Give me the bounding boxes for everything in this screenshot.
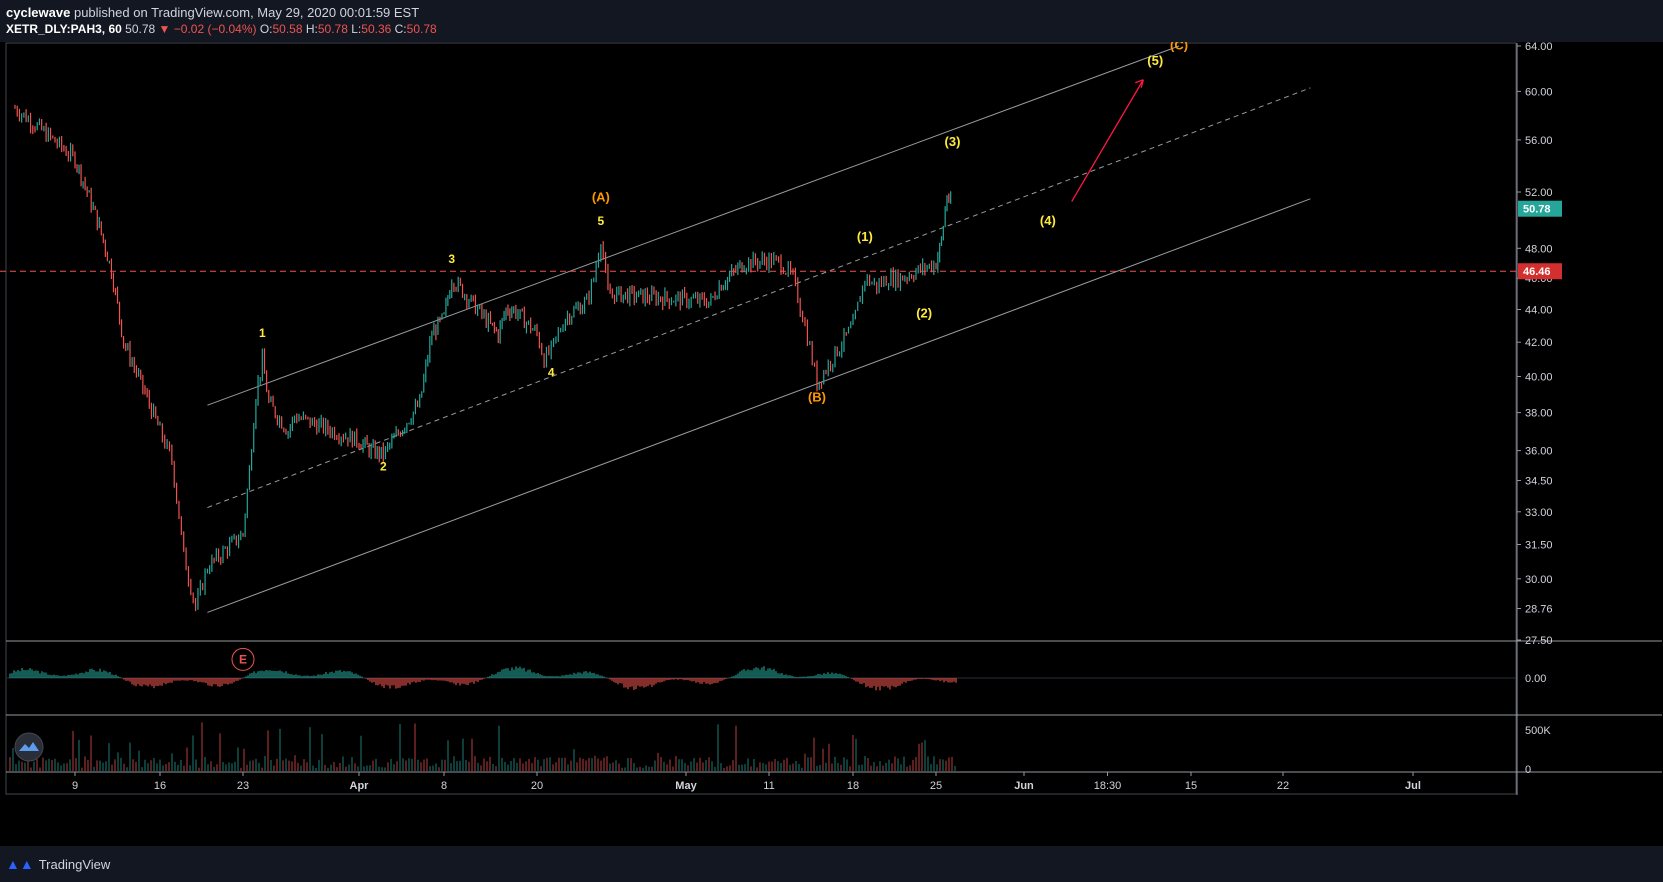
wave-label: 5 xyxy=(598,214,605,228)
time-tick-label: Jul xyxy=(1405,780,1421,792)
wave-label: (B) xyxy=(808,390,826,405)
author-name[interactable]: cyclewave xyxy=(6,5,71,20)
time-tick-label: 15 xyxy=(1185,780,1197,792)
wave-label: 1 xyxy=(259,326,266,340)
wave-label: 2 xyxy=(380,459,387,473)
last-price: 50.78 xyxy=(125,22,156,36)
time-tick-label: 16 xyxy=(154,780,166,792)
level-price-tag: 46.46 xyxy=(1523,266,1551,278)
price-tick-label: 34.50 xyxy=(1525,476,1553,488)
price-tick-label: 30.00 xyxy=(1525,574,1553,586)
time-tick-label: 25 xyxy=(930,780,942,792)
wave-label: E xyxy=(239,652,247,666)
channel-lower-line xyxy=(207,198,1311,613)
price-tick-label: 33.00 xyxy=(1525,507,1553,519)
time-tick-label: Apr xyxy=(350,780,370,792)
channel-median-line xyxy=(207,87,1311,509)
price-change: ▼ −0.02 (−0.04%) xyxy=(158,22,257,36)
open-label: O: xyxy=(259,22,273,36)
price-tick-label: 28.76 xyxy=(1525,603,1553,615)
price-tick-label: 48.00 xyxy=(1525,243,1553,255)
time-tick-label: 23 xyxy=(237,780,249,792)
level-price-tag-bg xyxy=(1518,263,1562,280)
publish-line: cyclewave published on TradingView.com, … xyxy=(6,5,419,20)
high-value: 50.78 xyxy=(317,22,348,36)
wave-label: (C) xyxy=(1170,42,1188,52)
price-tick-label: 64.00 xyxy=(1525,42,1553,53)
low-value: 50.36 xyxy=(361,22,392,36)
wave-label: (A) xyxy=(592,190,610,205)
footer: ▲▲ TradingView xyxy=(0,846,1663,882)
tradingview-watermark-icon[interactable] xyxy=(14,732,44,762)
brand-label: TradingView xyxy=(38,856,111,872)
volume-tick-label: 500K xyxy=(1525,725,1551,737)
volume-tick-label: 0 xyxy=(1525,764,1531,776)
time-tick-label: May xyxy=(675,780,697,792)
time-tick-label: 8 xyxy=(441,780,447,792)
price-tick-label: 38.00 xyxy=(1525,408,1553,420)
wave-label-circle xyxy=(231,647,255,671)
price-tick-label: 52.00 xyxy=(1525,187,1553,199)
low-label: L: xyxy=(351,22,362,36)
price-tick-label: 27.50 xyxy=(1525,635,1553,647)
time-tick-label: 18 xyxy=(847,780,859,792)
oscillator-tick-label: 0.00 xyxy=(1525,673,1546,685)
chart-area[interactable]: E 1 2 3 4 5 (A) (B) (1) (2) (3) (4) (5) (C) 0.00 500K… xyxy=(0,37,1663,846)
price-tick-label: 42.00 xyxy=(1525,337,1553,349)
high-label: H: xyxy=(305,22,318,36)
wave-label: 3 xyxy=(448,252,455,266)
time-tick-label: 9 xyxy=(72,780,78,792)
chart-header: cyclewave published on TradingView.com, … xyxy=(0,0,1663,42)
wave-label: (2) xyxy=(916,306,932,321)
price-tick-label: 36.00 xyxy=(1525,446,1553,458)
price-tick-label: 60.00 xyxy=(1525,86,1553,98)
plot-frame xyxy=(5,42,1517,795)
price-tick-label: 40.00 xyxy=(1525,372,1553,384)
channel-upper-line xyxy=(207,45,1180,406)
price-tick-label: 44.00 xyxy=(1525,304,1553,316)
open-value: 50.58 xyxy=(272,22,303,36)
price-tick-label: 31.50 xyxy=(1525,540,1553,552)
tradingview-logo-icon: ▲▲ xyxy=(6,856,34,872)
ohlc-line: XETR_DLY:PAH3, 60 50.78 ▼ −0.02 (−0.04%)… xyxy=(6,22,437,36)
published-text: published on TradingView.com, May 29, 20… xyxy=(73,5,420,20)
time-tick-label: 18:30 xyxy=(1094,780,1122,792)
close-value: 50.78 xyxy=(406,22,437,36)
time-tick-label: Jun xyxy=(1014,780,1034,792)
tradingview-brand[interactable]: ▲▲ TradingView xyxy=(6,856,110,872)
symbol-label[interactable]: XETR_DLY:PAH3, 60 xyxy=(6,22,122,36)
time-tick-label: 20 xyxy=(531,780,543,792)
current-price-tag: 50.78 xyxy=(1523,204,1551,216)
wave-label: (5) xyxy=(1147,53,1163,68)
price-tick-label: 56.00 xyxy=(1525,135,1553,147)
wave-label: (4) xyxy=(1040,213,1056,228)
close-label: C: xyxy=(394,22,407,36)
wave-label: (1) xyxy=(857,229,873,244)
current-price-tag-bg xyxy=(1518,200,1562,217)
projection-arrow xyxy=(1071,79,1144,202)
time-tick-label: 22 xyxy=(1277,780,1289,792)
projection-arrow-head xyxy=(1135,79,1144,88)
time-tick-label: 11 xyxy=(763,780,774,792)
wave-label: 4 xyxy=(548,366,555,380)
wave-label: (3) xyxy=(945,134,961,149)
